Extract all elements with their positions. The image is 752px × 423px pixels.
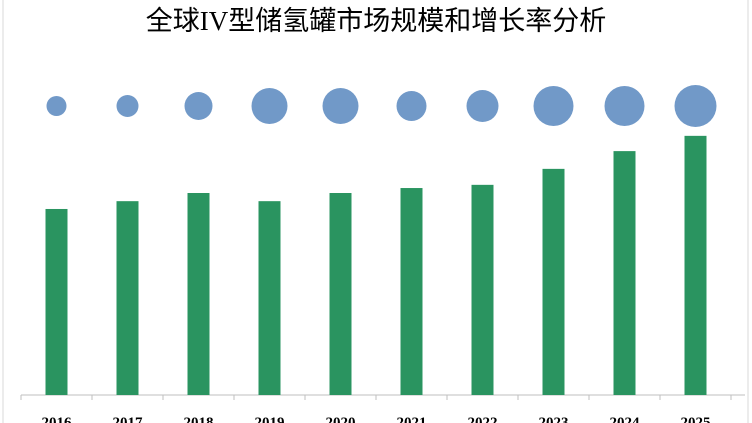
bar [684,135,707,395]
bubble [674,85,717,127]
bubble [466,90,499,122]
x-tick-label: 2023 [539,415,569,423]
bubble [116,95,139,117]
bar [613,151,636,395]
x-tick-label: 2016 [42,415,73,423]
x-tick-label: 2017 [113,415,144,423]
bar [471,184,494,395]
bubble [396,91,427,121]
x-tick-label: 2019 [255,415,285,423]
bubble [322,88,359,124]
bubble [184,92,213,120]
x-tick-label: 2020 [326,415,356,423]
bubble [604,86,645,126]
x-tick-label: 2025 [681,415,711,423]
x-tick-label: 2024 [610,415,641,423]
bubble [251,88,288,124]
bubble [533,86,574,126]
bar [400,188,423,395]
bar [258,201,281,395]
chart-title: 全球IV型储氢罐市场规模和增长率分析 [146,6,607,36]
bar [116,201,139,395]
bubble [46,96,67,116]
bar [45,208,68,395]
x-tick-label: 2021 [397,415,427,423]
bar [542,168,565,395]
bar [187,193,210,395]
x-tick-label: 2018 [184,415,214,423]
bar [329,193,352,395]
x-tick-label: 2022 [468,415,498,423]
